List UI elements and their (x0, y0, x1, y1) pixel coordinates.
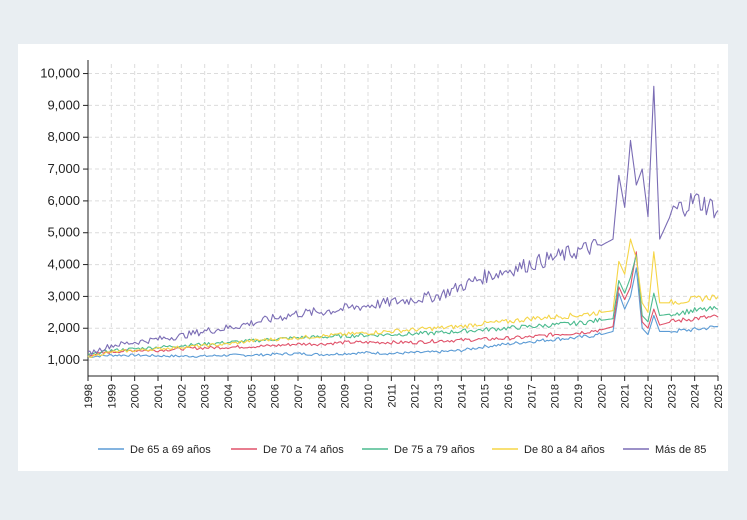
chart-panel: 1,000 2,000 3,000 4,000 5,000 6,000 7,000 8,000… (18, 44, 728, 471)
x-tick-label: 2020 (596, 384, 608, 408)
x-tick-label: 1999 (106, 384, 118, 408)
x-tick-label: 2011 (386, 384, 398, 408)
x-tick-label: 2017 (526, 384, 538, 408)
x-tick-label: 2003 (200, 384, 212, 408)
x-tick-label: 2004 (223, 384, 235, 408)
legend-label-4: De 80 a 84 años (524, 444, 605, 456)
x-tick-label: 2015 (480, 384, 492, 408)
axes-layer: 1,000 2,000 3,000 4,000 5,000 6,000 7,000 8,000… (40, 60, 725, 408)
y-tick-label: 7,000 (47, 161, 80, 176)
grid-layer (87, 64, 719, 376)
x-tick-label: 2024 (690, 384, 702, 408)
x-tick-label: 2013 (433, 384, 445, 408)
x-tick-label: 2001 (153, 384, 165, 408)
x-tick-label: 2025 (713, 384, 725, 408)
x-tick-label: 2006 (270, 384, 282, 408)
x-tick-label: 2023 (666, 384, 678, 408)
y-tick-label: 10,000 (40, 66, 80, 81)
legend-label-1: De 65 a 69 años (130, 444, 211, 456)
series-line-2 (87, 251, 719, 357)
y-tick-label: 1,000 (47, 352, 80, 367)
x-tick-label: 2010 (363, 384, 375, 408)
x-tick-label: 2009 (340, 384, 352, 408)
x-tick-label: 2018 (550, 384, 562, 408)
series-layer (87, 85, 719, 359)
series-line-4 (87, 238, 719, 359)
line-chart: 1,000 2,000 3,000 4,000 5,000 6,000 7,000 8,000… (40, 60, 725, 456)
series-line-5 (87, 85, 719, 356)
x-tick-label: 1998 (83, 384, 95, 408)
y-tick-label: 4,000 (47, 257, 80, 272)
x-tick-label: 2021 (620, 384, 632, 408)
x-tick-label: 2022 (643, 384, 655, 408)
x-tick-label: 2000 (130, 384, 142, 408)
x-tick-label: 2007 (293, 384, 305, 408)
y-tick-label: 9,000 (47, 97, 80, 112)
x-tick-label: 2016 (503, 384, 515, 408)
x-tick-label: 2019 (573, 384, 585, 408)
y-tick-label: 8,000 (47, 129, 80, 144)
y-tick-label: 6,000 (47, 193, 80, 208)
legend-label-5: Más de 85 (655, 444, 706, 456)
x-tick-label: 2014 (456, 384, 468, 408)
x-tick-label: 2005 (246, 384, 258, 408)
x-tick-label: 2012 (410, 384, 422, 408)
y-tick-label: 2,000 (47, 320, 80, 335)
legend-label-2: De 70 a 74 años (263, 444, 344, 456)
y-tick-label: 3,000 (47, 288, 80, 303)
legend-label-3: De 75 a 79 años (394, 444, 475, 456)
x-tick-label: 2008 (316, 384, 328, 408)
legend: De 65 a 69 años De 70 a 74 años De 75 a 79… (98, 444, 706, 456)
series-line-1 (87, 267, 719, 359)
x-tick-label: 2002 (176, 384, 188, 408)
y-tick-label: 5,000 (47, 225, 80, 240)
